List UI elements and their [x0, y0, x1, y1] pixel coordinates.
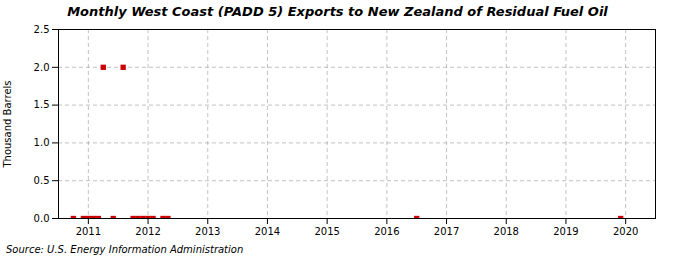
svg-text:0.0: 0.0 — [34, 213, 50, 224]
svg-text:2013: 2013 — [195, 226, 220, 237]
svg-text:1.0: 1.0 — [34, 137, 50, 148]
svg-text:2014: 2014 — [255, 226, 280, 237]
svg-text:0.5: 0.5 — [34, 175, 50, 186]
svg-text:2018: 2018 — [494, 226, 519, 237]
svg-text:2012: 2012 — [135, 226, 160, 237]
svg-text:2017: 2017 — [434, 226, 459, 237]
svg-text:2019: 2019 — [553, 226, 578, 237]
svg-text:2.5: 2.5 — [34, 24, 50, 35]
svg-text:2015: 2015 — [314, 226, 339, 237]
html-text:Monthly West Coast (PADD 5) Ex: Monthly West Coast (PADD 5) Exports to N… — [67, 4, 608, 19]
svg-text:1.5: 1.5 — [34, 99, 50, 110]
svg-text:2.0: 2.0 — [34, 62, 50, 73]
svg-text:2011: 2011 — [76, 226, 101, 237]
html-text:Source: U.S. Energy Informatio: Source: U.S. Energy Information Administ… — [6, 244, 244, 255]
svg-text:2016: 2016 — [374, 226, 399, 237]
svg-text:Thousand Barrels: Thousand Barrels — [2, 80, 13, 168]
svg-text:2020: 2020 — [613, 226, 638, 237]
